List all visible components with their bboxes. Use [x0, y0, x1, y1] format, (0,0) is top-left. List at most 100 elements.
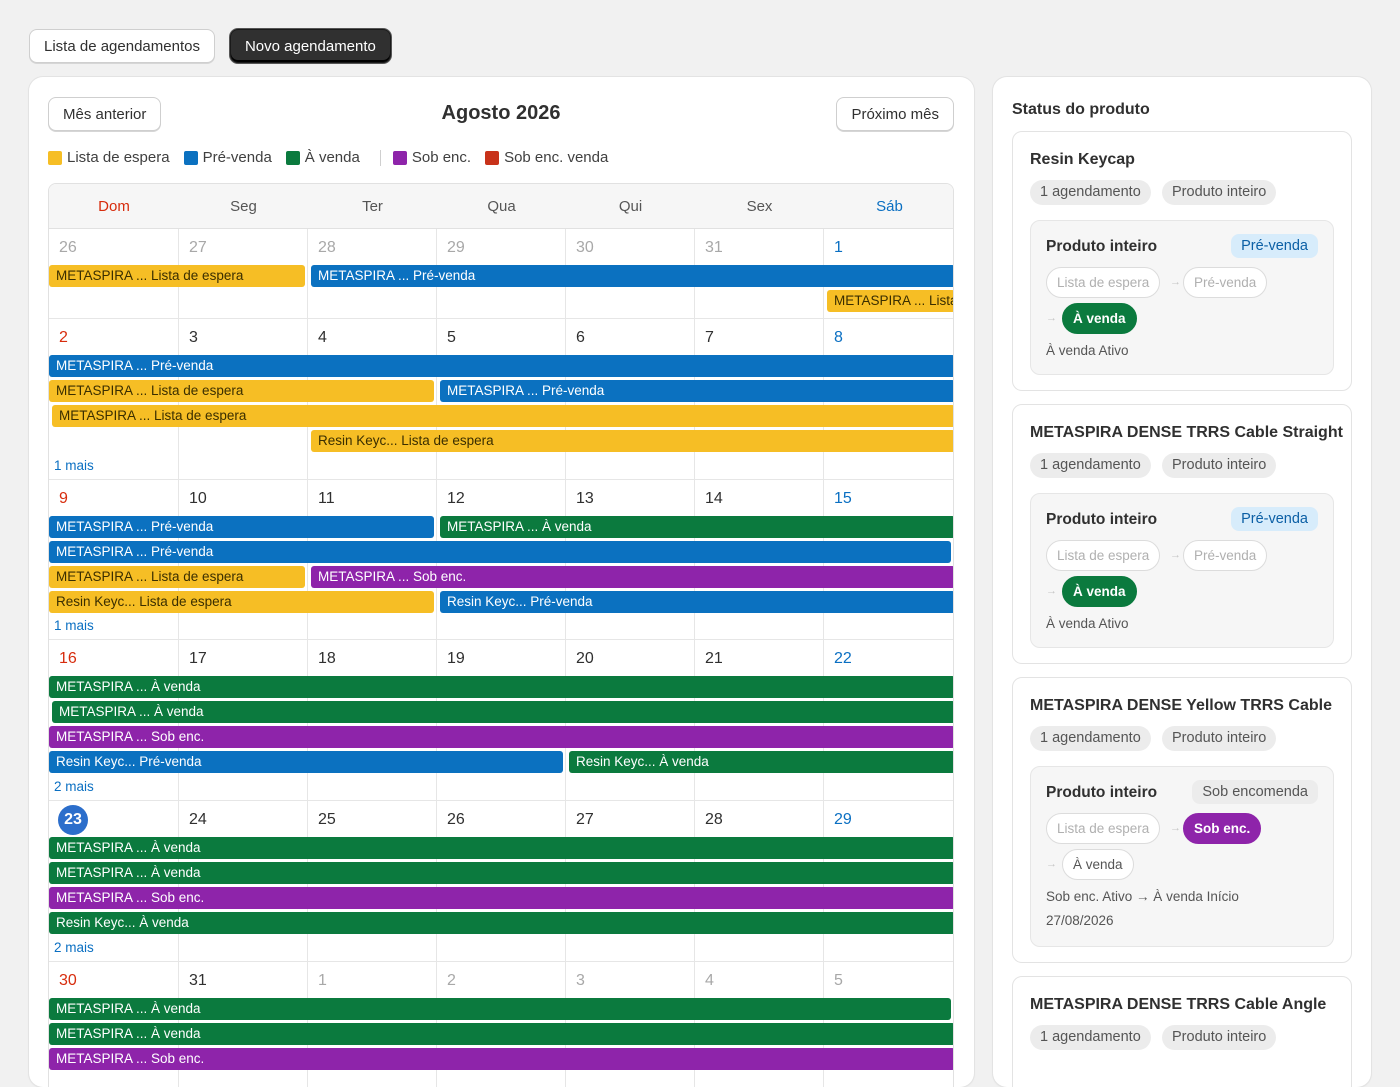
scope-title: Produto inteiro	[1046, 238, 1158, 255]
day-number[interactable]: 19	[447, 650, 465, 667]
event-bar[interactable]: Resin Keyc... Pré-venda	[440, 591, 953, 613]
event-bar[interactable]: Resin Keyc... À venda	[49, 912, 953, 934]
status-step[interactable]: Lista de espera	[1046, 267, 1161, 298]
previous-month-button[interactable]: Mês anterior	[48, 97, 162, 131]
day-number[interactable]: 10	[189, 490, 207, 507]
day-number[interactable]: 7	[705, 329, 714, 346]
product-name: METASPIRA DENSE TRRS Cable Straight	[1030, 424, 1343, 441]
event-bar[interactable]: METASPIRA ... À venda	[49, 998, 951, 1020]
status-step[interactable]: Lista de espera	[1046, 540, 1161, 571]
day-number[interactable]: 29	[447, 239, 465, 256]
day-number[interactable]: 26	[447, 811, 465, 828]
event-bar[interactable]: METASPIRA ... Pré-venda	[49, 541, 951, 563]
calendar-week-3: 9 10 11 12 13 14 15 METASPIRA ... Pré-venda META…	[49, 480, 953, 640]
day-number[interactable]: 1	[834, 239, 843, 256]
legend-swatch	[48, 150, 62, 165]
next-month-button[interactable]: Próximo mês	[836, 97, 954, 131]
status-step[interactable]: À venda	[1062, 303, 1137, 334]
event-bar[interactable]: METASPIRA ... Pré-venda	[440, 380, 953, 402]
day-number[interactable]: 22	[834, 650, 852, 667]
scope-pill: Produto inteiro	[1162, 453, 1277, 478]
legend-item: Lista de espera	[48, 149, 170, 166]
more-events-link[interactable]: 1 mais	[54, 618, 94, 633]
legend-item: Pré-venda	[183, 149, 272, 166]
day-number[interactable]: 30	[576, 239, 594, 256]
day-number[interactable]: 31	[705, 239, 723, 256]
event-bar[interactable]: METASPIRA ... Sob enc.	[49, 887, 953, 909]
event-bar[interactable]: METASPIRA ... Sob enc.	[49, 726, 953, 748]
day-number[interactable]: 1	[318, 972, 327, 989]
day-number[interactable]: 25	[318, 811, 336, 828]
day-number[interactable]: 4	[705, 972, 714, 989]
calendar-card: Mês anterior Agosto 2026 Próximo mês Lis…	[29, 77, 974, 1087]
day-number[interactable]: 8	[834, 329, 843, 346]
day-number[interactable]: 28	[318, 239, 336, 256]
day-number[interactable]: 18	[318, 650, 336, 667]
status-flow-panel: Produto inteiro Sob encomenda Lista de esp…	[1030, 766, 1334, 947]
event-bar[interactable]: METASPIRA ... Sob enc.	[311, 566, 953, 588]
day-number[interactable]: 29	[834, 811, 852, 828]
event-bar[interactable]: Resin Keyc... Pré-venda	[49, 751, 563, 773]
day-number[interactable]: 23	[58, 805, 88, 835]
status-step[interactable]: Sob enc.	[1183, 813, 1262, 844]
event-bar[interactable]: METASPIRA ... À venda	[49, 862, 953, 884]
day-number[interactable]: 11	[318, 490, 335, 507]
day-number[interactable]: 16	[59, 650, 77, 667]
day-number[interactable]: 27	[189, 239, 207, 256]
day-number[interactable]: 15	[834, 490, 852, 507]
schedule-list-button[interactable]: Lista de agendamentos	[29, 29, 215, 63]
day-number[interactable]: 17	[189, 650, 207, 667]
day-number[interactable]: 31	[189, 972, 207, 989]
day-number[interactable]: 24	[189, 811, 207, 828]
calendar-grid: Dom Seg Ter Qua Qui Sex Sáb 26 27 28 29 30 31 1 METAS…	[48, 183, 954, 1087]
status-step[interactable]: À venda	[1062, 576, 1137, 607]
day-number[interactable]: 4	[318, 329, 327, 346]
day-number[interactable]: 30	[59, 972, 77, 989]
event-bar[interactable]: METASPIRA ... Lista de espera	[49, 566, 305, 588]
event-bar[interactable]: Resin Keyc... À venda	[569, 751, 953, 773]
event-bar[interactable]: METASPIRA ... À venda	[49, 676, 953, 698]
event-bar[interactable]: METASPIRA ... Pré-venda	[311, 265, 953, 287]
day-number[interactable]: 14	[705, 490, 723, 507]
day-number[interactable]: 21	[705, 650, 723, 667]
status-step[interactable]: Lista de espera	[1046, 813, 1161, 844]
day-number[interactable]: 5	[447, 329, 456, 346]
event-bar[interactable]: METASPIRA ... Lista de espera	[49, 380, 434, 402]
event-bar[interactable]: METASPIRA ... Sob enc.	[49, 1048, 953, 1070]
event-bar[interactable]: Resin Keyc... Lista de espera	[311, 430, 953, 452]
day-number[interactable]: 9	[59, 490, 68, 507]
event-bar[interactable]: METASPIRA ... À venda	[49, 837, 953, 859]
event-bar[interactable]: METASPIRA ... À venda	[49, 1023, 953, 1045]
day-number[interactable]: 3	[189, 329, 198, 346]
event-bar[interactable]: METASPIRA ... Lista de espera	[49, 265, 305, 287]
day-number[interactable]: 6	[576, 329, 585, 346]
day-number[interactable]: 26	[59, 239, 77, 256]
day-number[interactable]: 5	[834, 972, 843, 989]
weekday-sáb: Sáb	[876, 198, 903, 215]
more-events-link[interactable]: 2 mais	[54, 779, 94, 794]
event-bar[interactable]: METASPIRA ... Lista de espera	[52, 405, 953, 427]
status-step[interactable]: À venda	[1062, 849, 1134, 880]
product-card: METASPIRA DENSE TRRS Cable Straight 1 age…	[1012, 404, 1352, 664]
new-schedule-button[interactable]: Novo agendamento	[229, 29, 391, 63]
event-bar[interactable]: Resin Keyc... Lista de espera	[49, 591, 434, 613]
day-number[interactable]: 13	[576, 490, 594, 507]
event-bar[interactable]: METASPIRA ... Pré-venda	[49, 516, 434, 538]
status-description: Sob enc. Ativo → À venda Início	[1046, 889, 1239, 904]
event-bar[interactable]: METASPIRA ... À venda	[440, 516, 953, 538]
day-number[interactable]: 12	[447, 490, 465, 507]
more-events-link[interactable]: 1 mais	[54, 458, 94, 473]
day-number[interactable]: 3	[576, 972, 585, 989]
event-bar[interactable]: METASPIRA ... Pré-venda	[49, 355, 953, 377]
day-number[interactable]: 2	[447, 972, 456, 989]
day-number[interactable]: 28	[705, 811, 723, 828]
event-bar[interactable]: METASPIRA ... Lista de espera	[827, 290, 953, 312]
status-description: À venda Ativo	[1046, 616, 1129, 631]
status-step[interactable]: Pré-venda	[1183, 267, 1268, 298]
more-events-link[interactable]: 2 mais	[54, 940, 94, 955]
day-number[interactable]: 20	[576, 650, 594, 667]
day-number[interactable]: 27	[576, 811, 594, 828]
event-bar[interactable]: METASPIRA ... À venda	[52, 701, 953, 723]
day-number[interactable]: 2	[59, 329, 68, 346]
status-step[interactable]: Pré-venda	[1183, 540, 1268, 571]
